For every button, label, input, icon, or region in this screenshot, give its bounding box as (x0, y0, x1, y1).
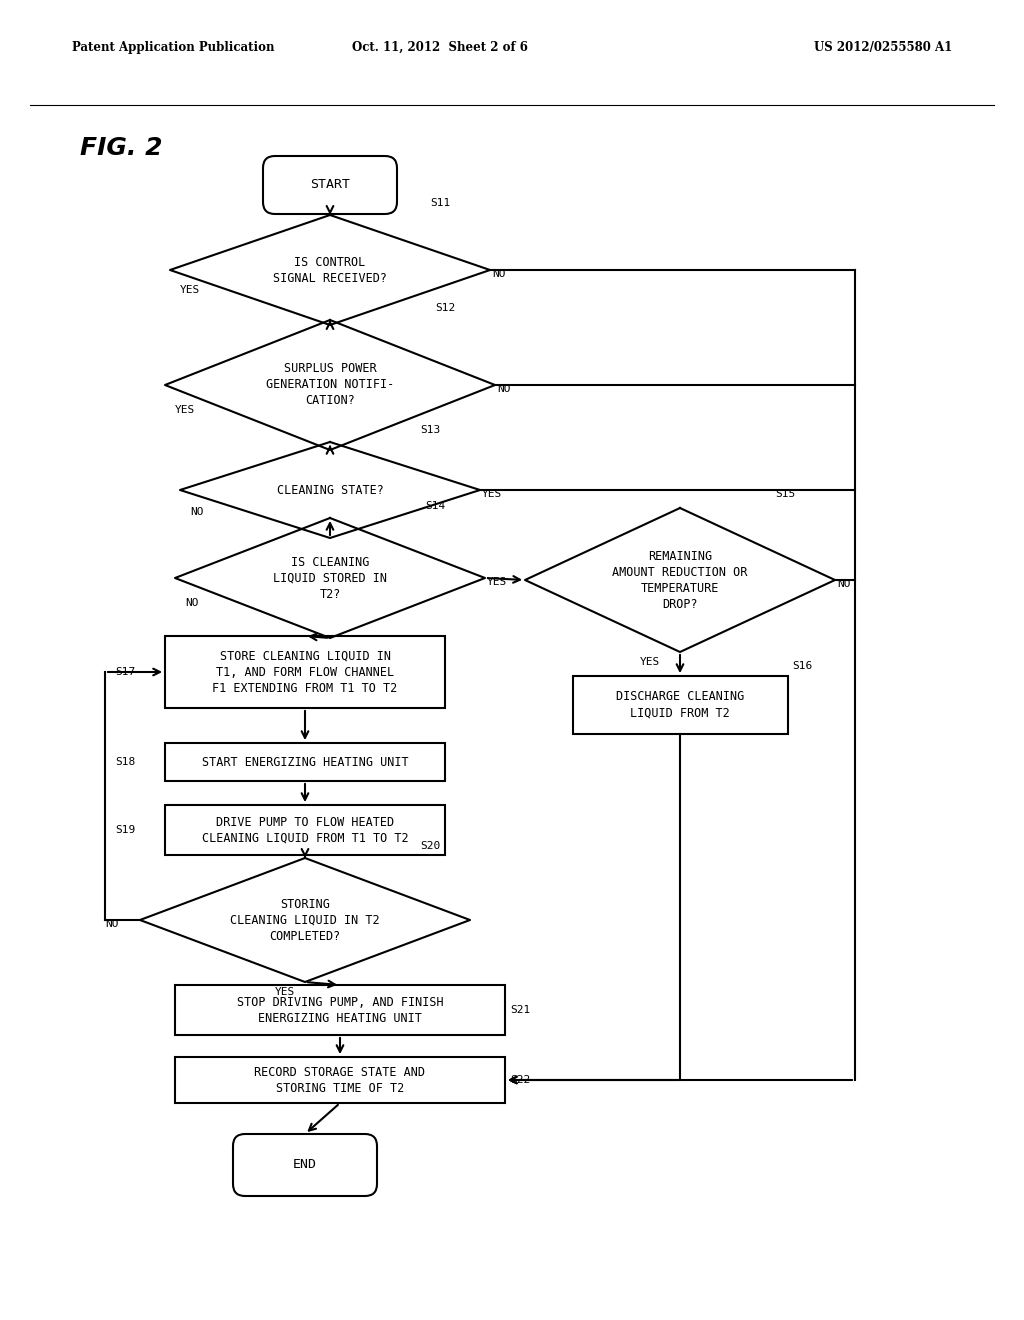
Text: S13: S13 (420, 425, 440, 436)
Text: YES: YES (175, 405, 196, 414)
Text: NO: NO (190, 507, 204, 517)
Polygon shape (165, 319, 495, 450)
Text: YES: YES (640, 657, 660, 667)
Text: US 2012/0255580 A1: US 2012/0255580 A1 (814, 41, 952, 54)
Text: NO: NO (105, 919, 119, 929)
Text: NO: NO (837, 579, 851, 589)
Text: S19: S19 (115, 825, 135, 836)
Text: DISCHARGE CLEANING
LIQUID FROM T2: DISCHARGE CLEANING LIQUID FROM T2 (615, 690, 744, 719)
Text: STORING
CLEANING LIQUID IN T2
COMPLETED?: STORING CLEANING LIQUID IN T2 COMPLETED? (230, 898, 380, 942)
Text: YES: YES (180, 285, 201, 294)
Bar (175, 1057, 505, 1104)
Text: END: END (293, 1159, 317, 1172)
Text: S20: S20 (420, 841, 440, 851)
Text: STORE CLEANING LIQUID IN
T1, AND FORM FLOW CHANNEL
F1 EXTENDING FROM T1 TO T2: STORE CLEANING LIQUID IN T1, AND FORM FL… (212, 649, 397, 694)
Text: S17: S17 (115, 667, 135, 677)
Text: START: START (310, 178, 350, 191)
Text: S11: S11 (430, 198, 451, 209)
Text: NO: NO (492, 269, 506, 279)
Text: CLEANING STATE?: CLEANING STATE? (276, 483, 383, 496)
Text: IS CLEANING
LIQUID STORED IN
T2?: IS CLEANING LIQUID STORED IN T2? (273, 556, 387, 601)
Polygon shape (175, 517, 485, 638)
Polygon shape (140, 858, 470, 982)
Text: DRIVE PUMP TO FLOW HEATED
CLEANING LIQUID FROM T1 TO T2: DRIVE PUMP TO FLOW HEATED CLEANING LIQUI… (202, 816, 409, 845)
Text: Patent Application Publication: Patent Application Publication (72, 41, 274, 54)
Bar (165, 743, 445, 781)
Text: S12: S12 (435, 304, 456, 313)
Text: YES: YES (487, 577, 507, 587)
Text: NO: NO (497, 384, 511, 393)
Bar (165, 805, 445, 855)
FancyBboxPatch shape (263, 156, 397, 214)
Text: YES: YES (275, 987, 295, 997)
FancyBboxPatch shape (233, 1134, 377, 1196)
Text: NO: NO (185, 598, 199, 609)
Text: Oct. 11, 2012  Sheet 2 of 6: Oct. 11, 2012 Sheet 2 of 6 (352, 41, 528, 54)
Text: YES: YES (482, 488, 502, 499)
Bar (165, 636, 445, 708)
Text: S21: S21 (510, 1005, 530, 1015)
Text: FIG. 2: FIG. 2 (80, 136, 163, 160)
Text: RECORD STORAGE STATE AND
STORING TIME OF T2: RECORD STORAGE STATE AND STORING TIME OF… (255, 1065, 426, 1094)
Text: STOP DRIVING PUMP, AND FINISH
ENERGIZING HEATING UNIT: STOP DRIVING PUMP, AND FINISH ENERGIZING… (237, 995, 443, 1024)
Text: S16: S16 (793, 661, 813, 671)
Text: SURPLUS POWER
GENERATION NOTIFI-
CATION?: SURPLUS POWER GENERATION NOTIFI- CATION? (266, 363, 394, 408)
Text: S18: S18 (115, 756, 135, 767)
Text: IS CONTROL
SIGNAL RECEIVED?: IS CONTROL SIGNAL RECEIVED? (273, 256, 387, 285)
Bar (175, 985, 505, 1035)
Text: S14: S14 (425, 502, 445, 511)
Bar (572, 676, 787, 734)
Text: S22: S22 (510, 1074, 530, 1085)
Polygon shape (180, 442, 480, 539)
Text: START ENERGIZING HEATING UNIT: START ENERGIZING HEATING UNIT (202, 755, 409, 768)
Polygon shape (525, 508, 835, 652)
Polygon shape (170, 215, 490, 325)
Text: REMAINING
AMOUNT REDUCTION OR
TEMPERATURE
DROP?: REMAINING AMOUNT REDUCTION OR TEMPERATUR… (612, 549, 748, 610)
Text: S15: S15 (775, 488, 796, 499)
